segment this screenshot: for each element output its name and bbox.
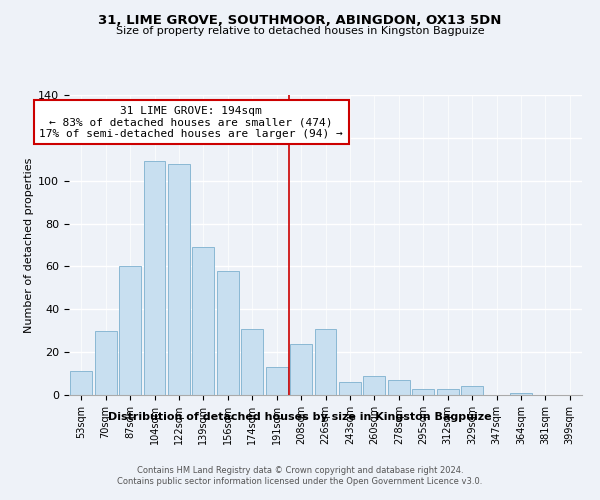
Text: Contains public sector information licensed under the Open Government Licence v3: Contains public sector information licen… [118,478,482,486]
Bar [339,382,361,395]
Bar [217,270,239,395]
Bar [143,162,166,395]
Bar [290,344,312,395]
Bar [95,330,116,395]
Bar [70,372,92,395]
Bar [412,388,434,395]
Bar [168,164,190,395]
Text: 31 LIME GROVE: 194sqm
← 83% of detached houses are smaller (474)
17% of semi-det: 31 LIME GROVE: 194sqm ← 83% of detached … [39,106,343,139]
Bar [364,376,385,395]
Text: Distribution of detached houses by size in Kingston Bagpuize: Distribution of detached houses by size … [108,412,492,422]
Bar [461,386,483,395]
Text: Size of property relative to detached houses in Kingston Bagpuize: Size of property relative to detached ho… [116,26,484,36]
Bar [119,266,141,395]
Bar [510,393,532,395]
Y-axis label: Number of detached properties: Number of detached properties [24,158,34,332]
Bar [314,328,337,395]
Bar [241,328,263,395]
Bar [388,380,410,395]
Bar [266,367,287,395]
Text: Contains HM Land Registry data © Crown copyright and database right 2024.: Contains HM Land Registry data © Crown c… [137,466,463,475]
Text: 31, LIME GROVE, SOUTHMOOR, ABINGDON, OX13 5DN: 31, LIME GROVE, SOUTHMOOR, ABINGDON, OX1… [98,14,502,27]
Bar [437,388,458,395]
Bar [193,247,214,395]
